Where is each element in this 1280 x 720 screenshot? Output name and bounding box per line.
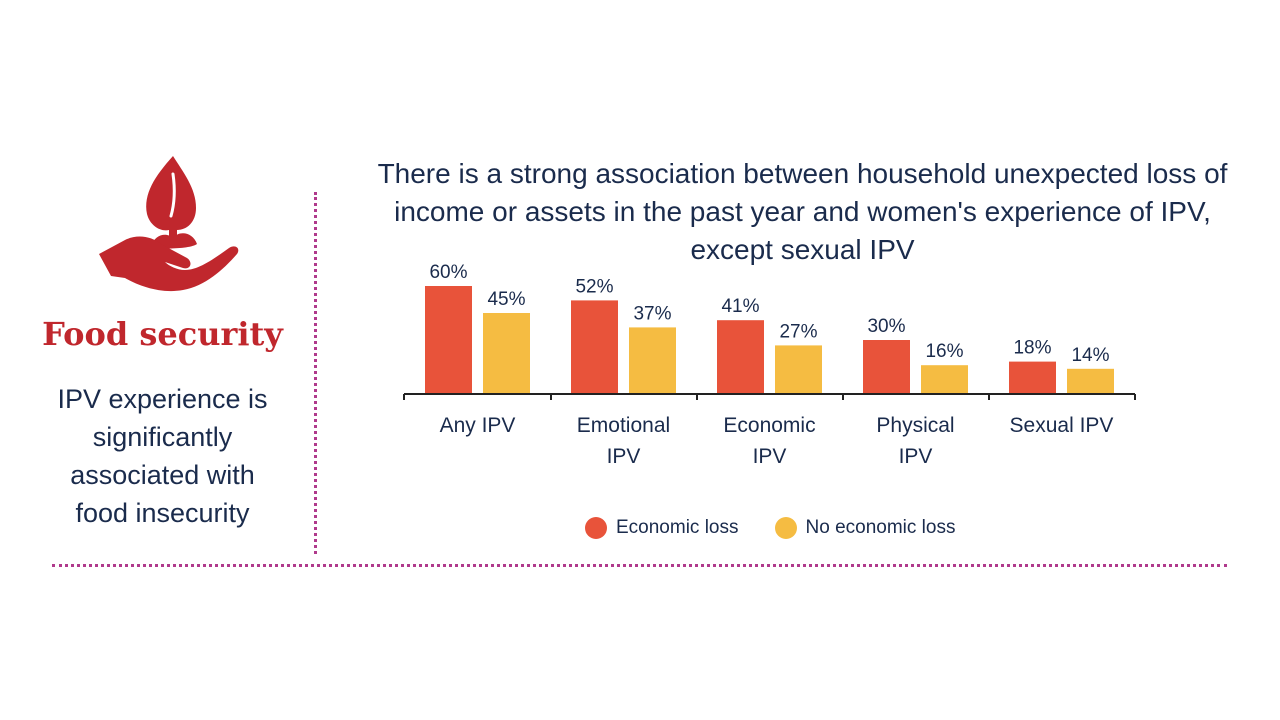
category-label: IPV xyxy=(899,445,933,468)
legend-item-no-economic-loss: No economic loss xyxy=(774,517,956,539)
hand-holding-plant-icon xyxy=(95,154,245,299)
bar-no-economic-loss xyxy=(921,365,968,394)
category-label: IPV xyxy=(753,445,787,468)
vertical-divider xyxy=(314,192,317,554)
chart-title: There is a strong association between ho… xyxy=(355,155,1250,269)
bar-no-economic-loss xyxy=(775,345,822,394)
data-label: 16% xyxy=(925,341,963,362)
data-label: 18% xyxy=(1013,338,1051,359)
bar-economic-loss xyxy=(571,300,618,394)
food-security-panel: Food security IPV experience is signific… xyxy=(30,150,295,550)
category-label: Emotional xyxy=(577,414,670,437)
bar-economic-loss xyxy=(425,286,472,394)
data-label: 37% xyxy=(633,303,671,324)
data-label: 60% xyxy=(429,262,467,283)
section-text-line: associated with xyxy=(70,460,255,490)
category-label: Economic xyxy=(723,414,815,437)
data-label: 30% xyxy=(867,316,905,337)
legend-item-economic-loss: Economic loss xyxy=(585,517,739,539)
chart-legend: Economic loss No economic loss xyxy=(585,515,991,541)
chart-title-line: income or assets in the past year and wo… xyxy=(394,196,1211,227)
data-label: 52% xyxy=(575,276,613,297)
section-text-line: significantly xyxy=(92,422,233,452)
horizontal-divider xyxy=(52,564,1227,567)
bar-economic-loss xyxy=(717,320,764,394)
category-label: IPV xyxy=(607,445,641,468)
legend-swatch-economic-loss xyxy=(585,517,607,539)
section-text: IPV experience is significantly associat… xyxy=(30,380,295,532)
section-text-line: food insecurity xyxy=(75,498,250,528)
legend-label: No economic loss xyxy=(805,517,956,538)
data-label: 27% xyxy=(779,321,817,342)
bar-no-economic-loss xyxy=(1067,368,1114,394)
data-label: 45% xyxy=(487,289,525,310)
data-label: 41% xyxy=(721,296,759,317)
chart-title-line: There is a strong association between ho… xyxy=(377,158,1228,189)
section-title: Food security xyxy=(42,315,283,353)
bar-no-economic-loss xyxy=(629,327,676,394)
bar-economic-loss xyxy=(863,340,910,394)
chart-title-line: except sexual IPV xyxy=(690,234,915,265)
category-label: Any IPV xyxy=(440,414,516,437)
category-label: Physical xyxy=(876,414,954,437)
bar-no-economic-loss xyxy=(483,313,530,394)
category-label: Sexual IPV xyxy=(1010,414,1114,437)
section-text-line: IPV experience is xyxy=(57,384,268,414)
legend-swatch-no-economic-loss xyxy=(774,517,797,539)
legend-label: Economic loss xyxy=(616,517,739,538)
bar-economic-loss xyxy=(1009,361,1056,394)
data-label: 14% xyxy=(1071,345,1109,366)
bar-chart: 60% 45% Any IPV 52% 37% Emotional IPV 41% 27% Eco… xyxy=(403,262,1136,468)
